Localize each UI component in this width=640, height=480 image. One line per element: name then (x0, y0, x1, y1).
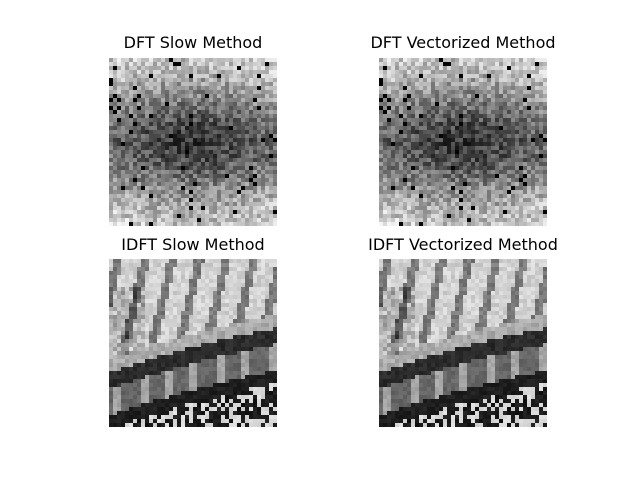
idft-slow-canvas (109, 259, 277, 427)
panel-title-idft-slow: IDFT Slow Method (121, 235, 265, 254)
panel-title-dft-slow: DFT Slow Method (123, 33, 263, 52)
dft-vectorized-canvas (379, 58, 547, 226)
dft-vectorized-spectrum-image (379, 58, 547, 226)
idft-vectorized-reconstructed-image (379, 259, 547, 427)
idft-vectorized-canvas (379, 259, 547, 427)
panel-title-idft-vectorized: IDFT Vectorized Method (368, 235, 558, 254)
idft-slow-reconstructed-image (109, 259, 277, 427)
dft-slow-canvas (109, 58, 277, 226)
dft-slow-spectrum-image (109, 58, 277, 226)
panel-title-dft-vectorized: DFT Vectorized Method (370, 33, 556, 52)
